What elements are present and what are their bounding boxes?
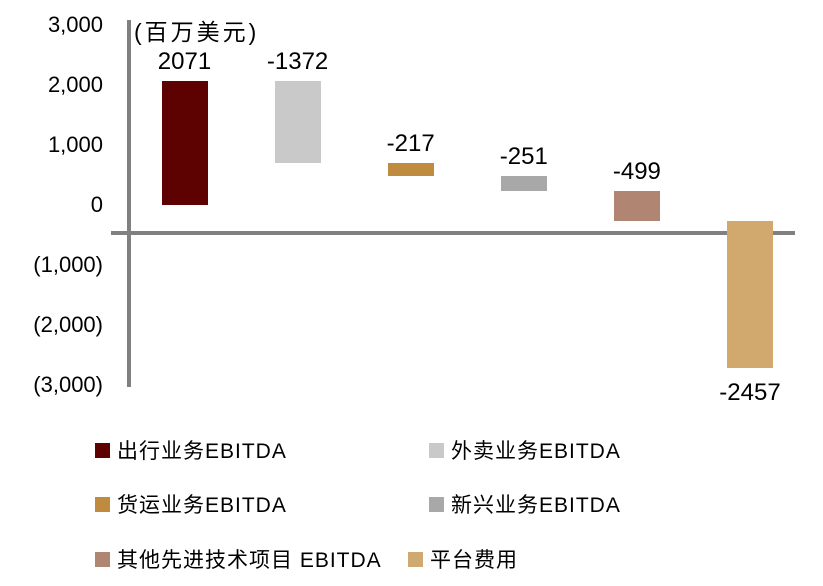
y-tick-label: 1,000 (47, 132, 103, 157)
legend-swatch-icon (95, 551, 110, 567)
legend-swatch-icon (408, 551, 423, 567)
waterfall-bar-5 (613, 191, 660, 222)
legend-item-1: 出行业务EBITDA (95, 436, 287, 464)
bar-value-label: 2071 (157, 47, 212, 75)
bar-value-label: -2457 (719, 378, 781, 406)
chart-unit-title: (百万美元) (134, 19, 260, 45)
waterfall-bar-2 (274, 80, 321, 164)
waterfall-bar-6 (727, 221, 773, 369)
y-tick-label: (3,000) (33, 372, 103, 397)
legend-swatch-icon (429, 442, 444, 458)
y-axis-line (127, 20, 131, 387)
y-tick-label: 0 (90, 192, 103, 217)
bar-value-label: -499 (612, 158, 661, 186)
legend-label: 出行业务EBITDA (117, 440, 287, 463)
legend-item-4: 新兴业务EBITDA (429, 490, 621, 518)
bar-value-label: -251 (499, 143, 548, 171)
legend-swatch-icon (95, 442, 110, 458)
legend-label: 外卖业务EBITDA (451, 440, 621, 463)
legend-label: 新兴业务EBITDA (451, 494, 621, 517)
y-tick-label: (1,000) (33, 252, 103, 277)
bar-value-label: -217 (386, 130, 435, 158)
y-tick-label: 2,000 (47, 72, 103, 97)
bar-value-label: -1372 (266, 47, 329, 75)
legend-item-6: 平台费用 (408, 545, 518, 573)
legend-item-5: 其他先进技术项目 EBITDA (95, 545, 382, 573)
legend-item-3: 货运业务EBITDA (95, 490, 287, 518)
x-axis-line (111, 231, 795, 235)
legend-swatch-icon (429, 496, 444, 512)
legend-label: 其他先进技术项目 EBITDA (117, 549, 382, 572)
waterfall-bar-4 (500, 176, 547, 192)
waterfall-bar-3 (387, 163, 434, 177)
legend-item-2: 外卖业务EBITDA (429, 436, 621, 464)
y-tick-label: (2,000) (33, 312, 103, 337)
y-tick-label: 3,000 (47, 12, 103, 37)
waterfall-bar-1 (161, 80, 208, 205)
legend-label: 货运业务EBITDA (117, 494, 287, 517)
legend-label: 平台费用 (430, 549, 518, 572)
legend-swatch-icon (95, 496, 110, 512)
